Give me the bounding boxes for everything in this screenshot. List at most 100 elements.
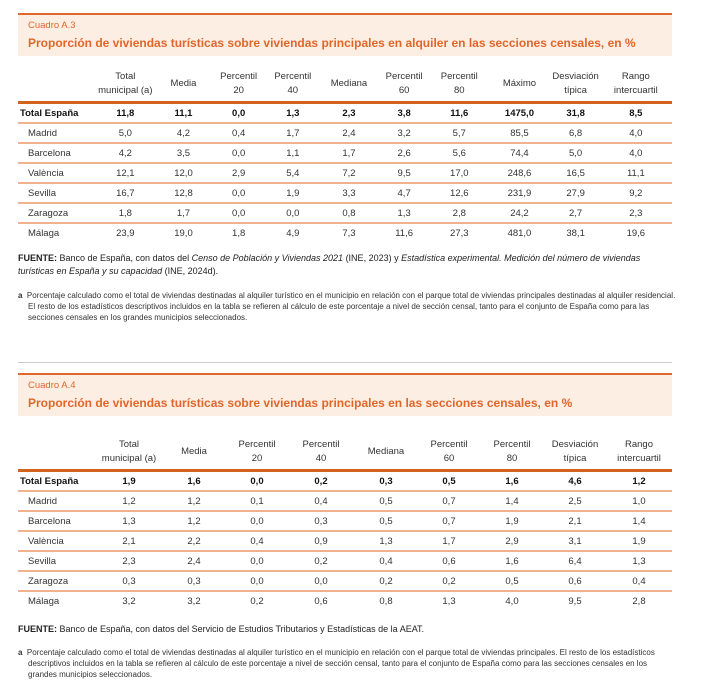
column-header: Percentil 40: [288, 438, 354, 472]
table-cell: 12,0: [154, 163, 213, 184]
table-row: Málaga 3,2 3,2 0,2 0,6 0,8 1,3 4,0 9,5 2,8: [18, 591, 672, 610]
table-cell: 1,7: [264, 123, 321, 144]
table-cell: 3,2: [122, 595, 136, 607]
table-cell: 4,6: [544, 470, 606, 492]
table-cell: 1475,0: [487, 102, 552, 124]
column-header: Percentil 60: [418, 438, 480, 472]
table-cell: 0,7: [418, 491, 480, 512]
row-label: Madrid: [18, 491, 96, 512]
table-cell: 1,4: [606, 511, 672, 532]
table-row: Total España 1,9 1,6 0,0 0,2 0,3 0,5 1,6 4,6 1,2: [18, 470, 672, 492]
column-header: Percentil 20: [226, 438, 288, 472]
table-cell: 7,2: [320, 163, 378, 184]
column-header: Máximo: [487, 70, 552, 104]
row-label: Barcelona: [18, 511, 96, 532]
column-header-empty: [18, 70, 97, 104]
table-cell: 2,9: [212, 163, 265, 184]
table-cell: 0,3: [162, 571, 226, 592]
divider: [18, 362, 672, 363]
table-a4: Total municipal (a) Media Percentil 20 Percen…: [18, 438, 672, 610]
table-cell: 1,3: [96, 511, 162, 532]
row-label: Sevilla: [18, 551, 96, 572]
table-cell: 74,4: [487, 143, 552, 164]
source-label: FUENTE:: [18, 624, 57, 634]
column-header-text: Total: [118, 439, 140, 450]
table-cell: 2,8: [632, 595, 646, 607]
column-header-text: municipal (a): [98, 85, 153, 96]
table-cell: 5,0: [96, 123, 155, 144]
note-label: a: [18, 648, 23, 657]
table-cell: 9,2: [599, 183, 672, 204]
column-header-empty: [18, 438, 96, 472]
column-header: Percentil 20: [212, 70, 265, 104]
column-header: Media: [154, 70, 213, 104]
table-cell: 0,0: [212, 203, 265, 224]
table-row: Total España 11,8 11,1 0,0 1,3 2,3 3,8 11,6 1475…: [18, 102, 672, 124]
column-header-text: Percentil: [274, 71, 312, 82]
table-a3-header: Cuadro A.3 Proporción de viviendas turís…: [18, 13, 672, 56]
table-cell: 6,8: [551, 123, 600, 144]
table-a4-note: a Porcentaje calculado como el total de …: [18, 647, 678, 680]
column-header-text: Percentil: [493, 439, 531, 450]
column-header-text: Total: [115, 71, 136, 82]
table-cell: 2,1: [544, 511, 606, 532]
table-cell: 1,3: [606, 551, 672, 572]
table-row: Barcelona 4,2 3,5 0,0 1,1 1,7 2,6 5,6 74,4 5,0 4,0: [18, 143, 672, 164]
table-cell: 0,5: [480, 571, 544, 592]
table-cell: 2,3: [96, 551, 162, 572]
table-cell: 0,2: [250, 595, 264, 607]
table-a4-source: FUENTE: Banco de España, con datos del S…: [18, 623, 668, 636]
table-cell: 0,2: [288, 470, 354, 492]
column-header-text: Percentil: [302, 439, 340, 450]
table-a3: Total municipal (a) Media Percentil 20 Percen…: [18, 70, 672, 242]
table-cell: 0,0: [226, 551, 288, 572]
column-header-text: 40: [315, 453, 327, 464]
table-cell: 2,3: [599, 203, 672, 224]
table-cell: 38,1: [566, 227, 585, 239]
table-cell: 1,6: [480, 470, 544, 492]
table-cell: 1,8: [96, 203, 155, 224]
table-cell: 481,0: [507, 227, 532, 239]
column-header: Mediana: [354, 438, 418, 472]
column-header-text: Percentil: [220, 71, 258, 82]
table-cell: 1,8: [232, 227, 246, 239]
row-label: Málaga: [28, 595, 60, 607]
table-cell: 85,5: [487, 123, 552, 144]
table-cell: 11,6: [395, 227, 414, 239]
note-text: Porcentaje calculado como el total de vi…: [26, 291, 676, 322]
column-header-text: 80: [453, 85, 465, 96]
table-cell: 0,3: [96, 571, 162, 592]
note-label: a: [18, 291, 23, 300]
table-cell: 0,3: [354, 470, 418, 492]
column-header: Mediana: [320, 70, 378, 104]
table-cell: 11,6: [431, 102, 488, 124]
table-cell: 1,7: [320, 143, 378, 164]
table-cell: 8,5: [599, 102, 672, 124]
table-cell: 0,4: [212, 123, 265, 144]
table-cell: 0,4: [288, 491, 354, 512]
table-cell: 11,1: [154, 102, 213, 124]
table-cell: 0,1: [226, 491, 288, 512]
table-cell: 2,1: [96, 531, 162, 552]
table-cell: 4,0: [505, 595, 519, 607]
table-cell: 1,2: [606, 470, 672, 492]
header-row: Total municipal (a) Media Percentil 20 Percen…: [18, 70, 672, 104]
table-cell: 0,6: [314, 595, 328, 607]
table-cell: 4,2: [154, 123, 213, 144]
table-cell: 11,8: [96, 102, 155, 124]
column-header-text: 60: [398, 85, 410, 96]
source-text: Banco de España, con datos del Servicio …: [57, 624, 425, 634]
column-header-text: municipal (a): [101, 453, 157, 464]
table-cell: 2,9: [480, 531, 544, 552]
table-cell: 0,5: [354, 511, 418, 532]
source-italic: Estadística experimental. Medición del n…: [18, 253, 641, 276]
table-cell: 3,2: [187, 595, 201, 607]
table-row: Zaragoza 0,3 0,3 0,0 0,0 0,2 0,2 0,5 0,6 0,4: [18, 571, 672, 592]
column-header-text: típica: [563, 453, 587, 464]
table-a3-label: Cuadro A.3: [28, 20, 76, 31]
table-cell: 0,0: [264, 203, 321, 224]
column-header: Desviación típica: [551, 70, 600, 104]
table-cell: 0,0: [212, 183, 265, 204]
table-cell: 0,4: [226, 531, 288, 552]
column-header: Percentil 80: [431, 70, 488, 104]
